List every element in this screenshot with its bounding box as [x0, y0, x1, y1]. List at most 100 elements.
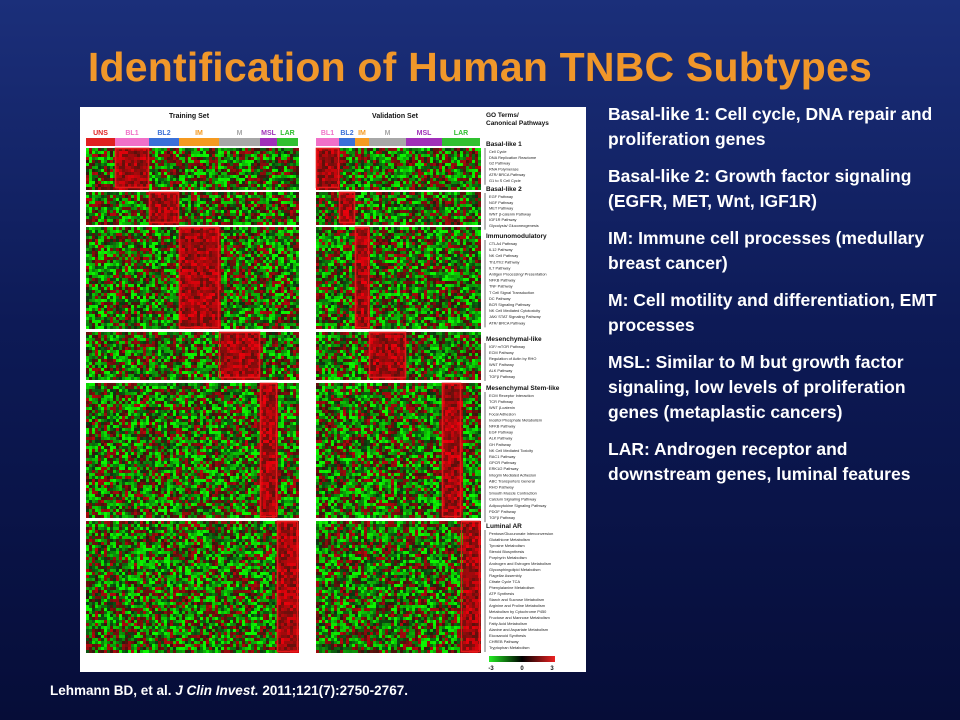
go-term-item: Alanine and Aspartate Metabolism: [489, 627, 548, 632]
validation-subtype-label: IM: [358, 130, 366, 137]
go-term-item: TGFβ Pathway: [489, 515, 515, 520]
training-set-label: Training Set: [169, 113, 210, 120]
go-section-heading: Basal-like 2: [486, 186, 522, 193]
go-term-item: Pentose/Glucuronate Interconversion: [489, 531, 553, 536]
go-term-item: TNF Pathway: [489, 284, 513, 289]
training-subtype-bar: [86, 138, 298, 146]
go-term-item: NK Cell Mediated Cytotoxicity: [489, 308, 540, 313]
go-term-item: Citrate Cycle TCA: [489, 579, 520, 584]
go-term-item: ECM Receptor Interaction: [489, 393, 534, 398]
go-term-item: ECM Pathway: [489, 350, 514, 355]
go-section-heading: Basal-like 1: [486, 141, 522, 148]
go-term-item: JAK/ STAT Signaling Pathway: [489, 314, 541, 319]
go-section-heading: Immunomodulatory: [486, 233, 547, 240]
go-term-item: TGFβ Pathway: [489, 374, 515, 379]
go-term-item: Calcium Signaling Pathway: [489, 497, 536, 502]
cluster-highlights: [114, 147, 481, 653]
bullet-lar: LAR: Androgen receptor and downstream ge…: [608, 437, 953, 487]
go-term-item: ALK Pathway: [489, 368, 512, 373]
go-term-item: Arginine and Proline Metabolism: [489, 603, 545, 608]
go-term-item: IGF1R Pathway: [489, 217, 517, 222]
go-term-item: G2 Pathway: [489, 161, 510, 166]
go-term-item: Glycosphingolipid Metabolism: [489, 567, 540, 572]
bullet-m: M: Cell motility and differentiation, EM…: [608, 288, 953, 338]
go-term-item: Cell Cycle: [489, 149, 507, 154]
go-term-item: Androgen and Estrogen Metabolism: [489, 561, 551, 566]
training-subtype-label: M: [237, 130, 243, 137]
subtype-bar-segment: [179, 138, 219, 146]
validation-subtype-label: LAR: [454, 130, 468, 137]
go-term-item: CHREB Pathway: [489, 639, 519, 644]
training-subtype-label: IM: [195, 130, 203, 137]
go-term-item: Starch and Sucrose Metabolism: [489, 597, 544, 602]
validation-subtype-label: BL1: [321, 130, 334, 137]
go-term-item: RAC1 Pathway: [489, 454, 515, 459]
highlight-box-valid-5: [441, 382, 462, 518]
training-subtype-label: BL2: [157, 130, 170, 137]
go-term-item: ERK1/2 Pathway: [489, 466, 518, 471]
citation-details: 2011;121(7):2750-2767.: [262, 683, 408, 698]
subtype-bar-segment: [442, 138, 480, 146]
go-term-item: WNT Pathway: [489, 362, 514, 367]
go-term-item: WNT β-catenin Pathway: [489, 211, 531, 216]
go-term-item: RHO Pathway: [489, 485, 514, 490]
subtype-bar-segment: [86, 138, 115, 146]
go-term-item: G1 to S Cell Cycle: [489, 178, 521, 183]
subtype-description-list: Basal-like 1: Cell cycle, DNA repair and…: [608, 102, 953, 499]
go-header-line2: Canonical Pathways: [486, 120, 549, 127]
go-term-item: Eicosanoid Synthesis: [489, 633, 526, 638]
validation-heatmap: [316, 148, 481, 653]
bullet-msl: MSL: Similar to M but growth factor sign…: [608, 350, 953, 425]
validation-set-label: Validation Set: [372, 113, 419, 120]
go-term-item: ATR/ BRCA Pathway: [489, 320, 525, 325]
go-term-item: Glutathione Metabolism: [489, 537, 530, 542]
go-term-item: BCR Signaling Pathway: [489, 302, 530, 307]
slide-title: Identification of Human TNBC Subtypes: [0, 44, 960, 91]
highlight-box-train-3: [178, 226, 220, 329]
go-term-item: Adipocytokine Signaling Pathway: [489, 503, 546, 508]
highlight-box-valid-4: [368, 331, 407, 379]
go-term-item: RNA Polymerase: [489, 166, 519, 171]
colorbar-tick-mid: 0: [520, 666, 524, 672]
subtype-bar-segment: [260, 138, 277, 146]
colorbar-gradient: [489, 656, 555, 662]
highlight-box-train-2: [148, 191, 180, 224]
highlight-box-valid-3: [354, 226, 370, 329]
training-heatmap: [86, 148, 299, 653]
go-header-line1: GO Terms/: [486, 112, 519, 119]
highlight-box-train-6: [276, 520, 299, 653]
training-subtype-label: MSL: [261, 130, 277, 137]
go-term-item: NK Cell Pathway: [489, 253, 518, 258]
highlight-box-valid-1: [315, 147, 340, 189]
go-term-item: EGF Pathway: [489, 430, 513, 435]
go-term-item: EGF Pathway: [489, 194, 513, 199]
go-term-item: Inositol Phosphate Metabolism: [489, 417, 542, 422]
go-term-item: NFKB Pathway: [489, 424, 515, 429]
go-term-item: NK Cell Mediated Toxicity: [489, 448, 533, 453]
training-subtype-label: LAR: [280, 130, 294, 137]
bullet-im: IM: Immune cell processes (medullary bre…: [608, 226, 953, 276]
bullet-basal-like-1: Basal-like 1: Cell cycle, DNA repair and…: [608, 102, 953, 152]
subtype-bar-segment: [115, 138, 149, 146]
go-term-item: Phenylalanine Metabolism: [489, 585, 534, 590]
go-term-item: GPCR Pathway: [489, 460, 516, 465]
highlight-box-train-5: [259, 382, 278, 518]
go-term-item: TCR Pathway: [489, 399, 513, 404]
bullet-basal-like-2: Basal-like 2: Growth factor signaling (E…: [608, 164, 953, 214]
heatmap-svg: Training Set Validation Set UNS BL1 BL2 IM M…: [86, 112, 560, 672]
go-term-item: IL7 Pathway: [489, 265, 510, 270]
go-term-item: MET Pathway: [489, 206, 513, 211]
validation-subtype-label: BL2: [340, 130, 353, 137]
go-term-item: PDGF Pathway: [489, 509, 516, 514]
go-section-heading: Luminal AR: [486, 523, 522, 530]
go-term-item: Focal Adhesion: [489, 411, 516, 416]
subtype-bar-segment: [339, 138, 355, 146]
go-term-item: Glycolysis/ Gluconeogenesis: [489, 223, 539, 228]
colorbar-tick-max: 3: [550, 666, 554, 672]
go-term-item: Th1/Th2 Pathway: [489, 259, 520, 264]
go-term-item: IL12 Pathway: [489, 247, 513, 252]
go-term-item: DNA Replication Reactome: [489, 155, 536, 160]
go-term-item: WNT β-catenin: [489, 405, 515, 410]
go-term-item: Tyrosine Metabolism: [489, 543, 525, 548]
